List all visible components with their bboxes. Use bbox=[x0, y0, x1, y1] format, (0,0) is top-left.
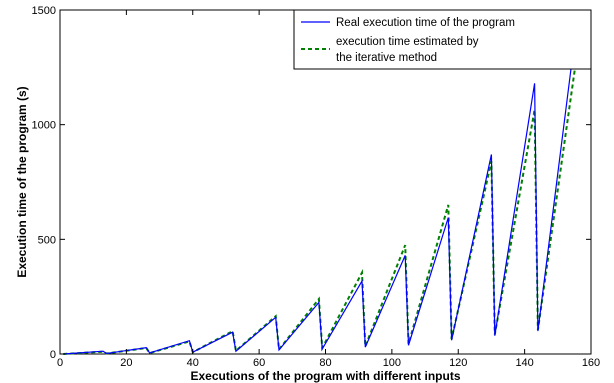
x-tick-label: 160 bbox=[582, 357, 600, 369]
legend-entry-real: Real execution time of the program bbox=[336, 17, 515, 29]
series-line-real bbox=[63, 15, 579, 355]
x-tick-label: 40 bbox=[187, 357, 199, 369]
x-tick-label: 80 bbox=[319, 357, 331, 369]
y-tick-label: 0 bbox=[50, 349, 56, 361]
legend-entry-estimated-line1: execution time estimated by bbox=[336, 36, 479, 48]
legend: Real execution time of the program execu… bbox=[293, 9, 592, 70]
x-tick-label: 120 bbox=[449, 357, 467, 369]
series-layer bbox=[63, 15, 579, 355]
x-tick-label: 0 bbox=[57, 357, 63, 369]
y-axis-label: Execution time of the program (s) bbox=[15, 86, 29, 277]
y-tick-label: 500 bbox=[38, 234, 56, 246]
legend-box bbox=[293, 9, 592, 70]
x-tick-label: 60 bbox=[253, 357, 265, 369]
x-tick-label: 140 bbox=[515, 357, 533, 369]
x-axis-label: Executions of the program with different… bbox=[190, 369, 460, 383]
legend-entry-estimated-line2: the iterative method bbox=[336, 52, 437, 64]
y-tick-label: 1500 bbox=[32, 5, 56, 17]
x-tick-label: 20 bbox=[120, 357, 132, 369]
x-axis-ticks: 0 20 40 60 80 100 120 140 160 bbox=[57, 10, 600, 369]
x-tick-label: 100 bbox=[383, 357, 401, 369]
y-axis-ticks: 0 500 1000 1500 bbox=[32, 5, 591, 361]
y-tick-label: 1000 bbox=[32, 120, 56, 132]
